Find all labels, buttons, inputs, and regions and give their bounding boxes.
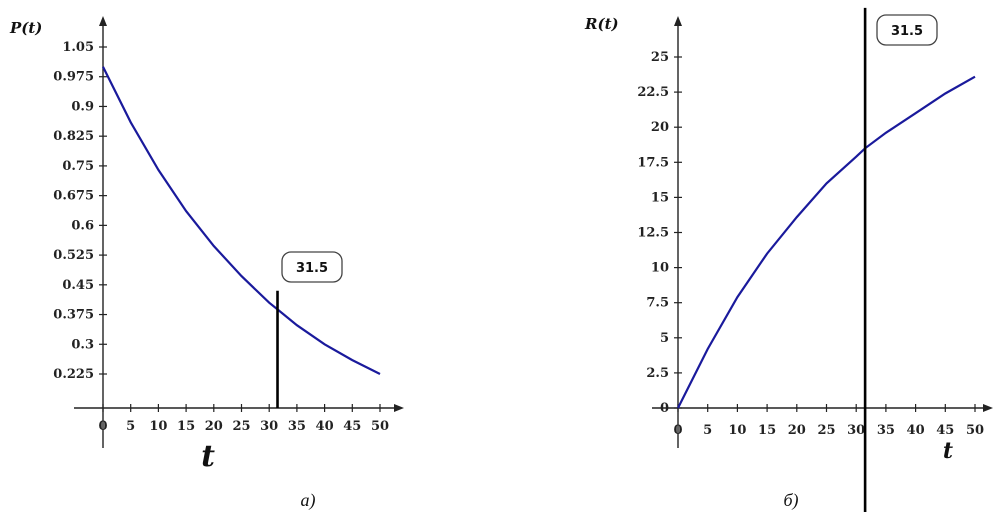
y-tick-label: 15: [651, 190, 669, 205]
x-tick-label: 45: [936, 423, 954, 438]
chart-b-y-ticks: 0 2.5 5 7.5 10 12.5 15 17.5 20 22.5 25: [637, 50, 682, 416]
chart-a-y-ticks: 0.225 0.3 0.375 0.45 0.525 0.6 0.675 0.75 0.825 0…: [53, 40, 107, 382]
chart-a-reliability: 0.225 0.3 0.375 0.45 0.525 0.6 0.675 0.75 0.825 0…: [9, 16, 404, 511]
chart-a-marker-box: [281, 251, 343, 283]
y-tick-label: 22.5: [637, 85, 669, 100]
y-tick-label: 0.9: [71, 99, 94, 114]
chart-b-x-axis-label: t: [943, 438, 953, 464]
chart-a-caption: a): [301, 490, 316, 511]
chart-a-x-axis-label: t: [201, 439, 215, 474]
y-tick-label: 0.45: [62, 278, 94, 293]
x-tick-label: 40: [316, 419, 334, 434]
x-tick-label: 5: [126, 419, 135, 434]
x-tick-label: 25: [817, 423, 835, 438]
x-tick-label: 20: [788, 423, 806, 438]
x-tick-label: 50: [966, 423, 984, 438]
y-tick-label: 0.975: [53, 70, 94, 85]
y-tick-label: 0.75: [62, 159, 94, 174]
x-tick-label: 40: [907, 423, 925, 438]
x-tick-label: 0: [673, 423, 682, 438]
chart-a-curve: [102, 66, 381, 375]
y-tick-label: 0.375: [53, 308, 94, 323]
chart-a-axes: [74, 16, 404, 448]
chart-b-marker-label: 31.5: [891, 24, 923, 39]
y-tick-label: 17.5: [637, 155, 669, 170]
x-tick-label: 15: [177, 419, 195, 434]
y-tick-label: 7.5: [646, 296, 669, 311]
chart-b-failure: 0 2.5 5 7.5 10 12.5 15 17.5 20 22.5 25 0 5 10 15 20 25 3…: [584, 7, 993, 512]
chart-b-axes: [652, 16, 993, 448]
y-tick-label: 20: [651, 120, 669, 135]
y-tick-label: 0.675: [53, 189, 94, 204]
y-axis-arrow-icon: [99, 16, 107, 26]
x-tick-label: 30: [260, 419, 278, 434]
chart-a-x-ticks: 0 5 10 15 20 25 30 35 40 45 50: [98, 404, 389, 434]
x-tick-label: 45: [343, 419, 361, 434]
chart-b-curve: [677, 75, 976, 409]
chart-b-x-ticks: 0 5 10 15 20 25 30 35 40 45 50: [673, 404, 984, 438]
x-axis-arrow-icon: [983, 404, 993, 412]
chart-b-caption: б): [783, 490, 798, 511]
x-tick-label: 30: [847, 423, 865, 438]
y-tick-label: 2.5: [646, 366, 669, 381]
y-tick-label: 5: [660, 331, 669, 346]
chart-a-marker-label: 31.5: [296, 261, 328, 276]
y-axis-arrow-icon: [674, 16, 682, 26]
x-tick-label: 0: [98, 419, 107, 434]
y-tick-label: 0.825: [53, 129, 94, 144]
y-tick-label: 0.6: [71, 218, 94, 233]
x-tick-label: 10: [728, 423, 746, 438]
y-tick-label: 12.5: [637, 226, 669, 241]
x-tick-label: 15: [758, 423, 776, 438]
y-tick-label: 25: [651, 50, 669, 65]
x-tick-label: 35: [877, 423, 895, 438]
chart-a-y-axis-label: P(t): [9, 19, 42, 37]
chart-b-y-axis-label: R(t): [584, 15, 619, 33]
x-tick-label: 35: [288, 419, 306, 434]
x-tick-label: 10: [149, 419, 167, 434]
y-tick-label: 10: [651, 261, 669, 276]
y-tick-label: 0.3: [71, 337, 94, 352]
x-tick-label: 50: [371, 419, 389, 434]
y-tick-label: 0.525: [53, 248, 94, 263]
x-tick-label: 5: [703, 423, 712, 438]
x-axis-arrow-icon: [394, 404, 404, 412]
x-tick-label: 25: [232, 419, 250, 434]
y-tick-label: 0: [660, 401, 669, 416]
y-tick-label: 1.05: [62, 40, 94, 55]
y-tick-label: 0.225: [53, 367, 94, 382]
chart-b-marker-box: [876, 14, 938, 46]
x-tick-label: 20: [205, 419, 223, 434]
